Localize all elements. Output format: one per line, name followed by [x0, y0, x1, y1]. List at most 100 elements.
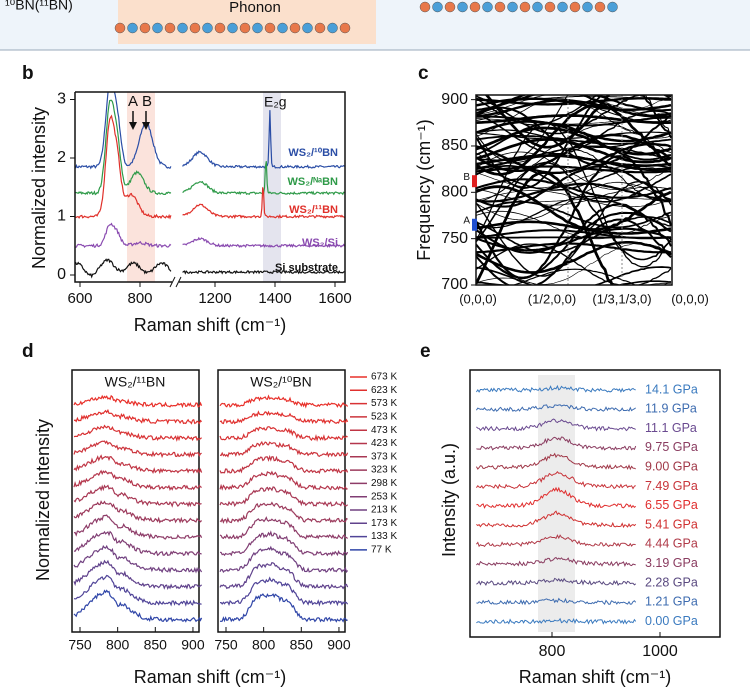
spectrum [219, 545, 349, 574]
x-tick-label: 800 [127, 290, 152, 307]
band-line [476, 195, 672, 229]
highlight-band [127, 92, 155, 282]
bands [476, 95, 672, 285]
atom [582, 1, 593, 13]
series-label: 6.55 GPa [645, 498, 698, 512]
spectrum [73, 589, 203, 623]
band-line [476, 186, 672, 206]
mode-label: E₂g [264, 94, 287, 110]
atom [457, 1, 468, 13]
atom [494, 1, 506, 13]
legend-label: Si substrate [275, 262, 338, 274]
x-tick-label: 800 [539, 643, 566, 660]
x-tick-label: (0,0,0) [459, 291, 497, 306]
spectrum [219, 394, 349, 409]
band-line [512, 268, 639, 285]
band-line [476, 165, 672, 203]
atom [252, 22, 263, 34]
atom [569, 1, 581, 13]
atom [469, 1, 481, 13]
arrow-head [129, 122, 137, 130]
legend-label: 373 K [371, 451, 397, 462]
series-label: 7.49 GPa [645, 479, 698, 493]
atom [239, 22, 251, 34]
x-tick-label: 850 [290, 637, 314, 653]
y-tick-label: 700 [441, 276, 468, 293]
band-line [476, 165, 672, 208]
x-axis-label: Raman shift (cm⁻¹) [134, 667, 287, 687]
band-line [476, 95, 672, 162]
spectrum [219, 410, 349, 425]
spectrum [219, 470, 348, 491]
band-line [476, 220, 672, 235]
atom [189, 22, 201, 34]
spectrum [73, 514, 203, 540]
axis-frame [217, 369, 346, 633]
x-tick-label: 1200 [198, 290, 231, 307]
spectrum [219, 486, 349, 507]
band-line [476, 95, 672, 110]
x-tick-label: (1/2,0,0) [528, 291, 576, 306]
spectrum [476, 577, 637, 586]
atom [607, 1, 618, 13]
atom [289, 22, 301, 34]
band-line [476, 178, 672, 199]
peak-label: B [142, 93, 152, 110]
spectrum [475, 471, 636, 490]
y-tick-label: 750 [441, 230, 468, 247]
spectrum [75, 99, 345, 196]
spectrum [476, 436, 637, 451]
series-label: 11.1 GPa [645, 421, 697, 435]
phonon-label: Phonon [229, 0, 281, 16]
legend-label: 573 K [371, 398, 397, 409]
x-tick-label: 1000 [642, 643, 678, 660]
mode-marker-label: A [463, 215, 470, 226]
spectrum [73, 454, 203, 475]
band-line [476, 216, 672, 254]
band-line [476, 97, 671, 106]
highlight-band [263, 92, 281, 282]
spectrum [73, 574, 202, 607]
x-tick-label: 750 [214, 637, 238, 653]
y-tick-label: 2 [57, 149, 66, 166]
spectrum [475, 452, 636, 471]
atom [114, 22, 126, 34]
x-axis-label: Raman shift (cm⁻¹) [134, 315, 287, 335]
y-axis-label: Intensity (a.u.) [439, 443, 459, 557]
y-axis-label: Normalized intensity [33, 419, 53, 581]
band-line [476, 120, 672, 143]
spectrum [73, 408, 203, 425]
spectrum [219, 562, 349, 590]
legend-label: 423 K [371, 438, 397, 449]
y-axis-label: Normalized intensity [29, 107, 49, 269]
atom [532, 1, 543, 13]
atom [152, 22, 163, 34]
band-line [476, 122, 672, 268]
y-tick-label: 900 [441, 91, 468, 108]
legend-label: WS₂/¹¹BN [289, 204, 338, 216]
x-tick-label: 800 [252, 637, 276, 653]
x-tick-label: (1/3,1/3,0) [592, 291, 651, 306]
atom [164, 22, 176, 34]
series-label: 9.75 GPa [645, 440, 698, 454]
series-label: 4.44 GPa [645, 537, 698, 551]
spectrum [73, 530, 202, 557]
series-label: 9.00 GPa [645, 459, 698, 473]
atom [314, 22, 326, 34]
plots: WS₂/¹⁰BN WS₂/ᴺᵃBN WS₂/¹¹BN WS₂/Si Si substra… [57, 91, 721, 660]
spectrum [476, 556, 636, 567]
atom [227, 22, 238, 34]
legend-label: WS₂/ᴺᵃBN [288, 176, 339, 188]
spectrum [476, 486, 637, 509]
atom [419, 1, 431, 13]
legend-label: 523 K [371, 412, 397, 423]
atom-chains [114, 1, 618, 34]
band-line [476, 95, 672, 116]
spectrum [73, 394, 203, 409]
band-line [476, 161, 672, 261]
legend-label: WS₂/Si [302, 237, 338, 249]
spectrum [476, 418, 636, 432]
mode-marker [472, 218, 477, 231]
spectrum [75, 222, 345, 249]
